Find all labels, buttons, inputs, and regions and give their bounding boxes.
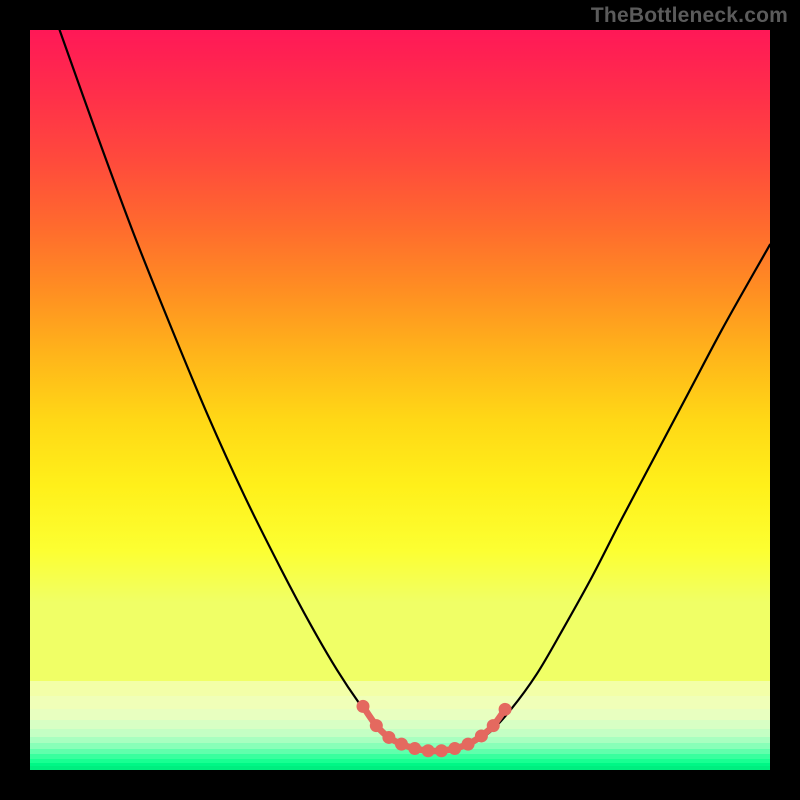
bottleneck-curve	[60, 30, 770, 751]
valley-marker	[462, 738, 475, 751]
valley-marker	[448, 742, 461, 755]
valley-marker	[357, 700, 370, 713]
valley-marker	[382, 731, 395, 744]
valley-marker	[370, 719, 383, 732]
valley-marker	[395, 738, 408, 751]
valley-marker	[487, 719, 500, 732]
watermark-text: TheBottleneck.com	[591, 4, 788, 28]
valley-marker	[408, 742, 421, 755]
chart-frame: TheBottleneck.com	[0, 0, 800, 800]
marker-connector	[363, 706, 505, 751]
valley-marker	[435, 744, 448, 757]
valley-marker	[499, 703, 512, 716]
curve-layer	[30, 30, 770, 770]
valley-marker	[475, 729, 488, 742]
plot-area	[30, 30, 770, 770]
valley-marker	[422, 744, 435, 757]
